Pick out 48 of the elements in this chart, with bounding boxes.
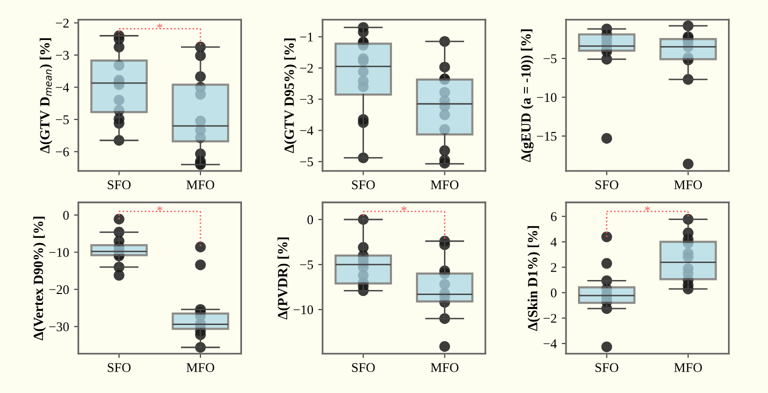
x-tick-label: MFO xyxy=(674,363,702,372)
annotation: * xyxy=(157,206,162,211)
y-tick-label: 4 xyxy=(550,238,557,246)
y-tick-label: −4 xyxy=(56,83,70,92)
x-tick-label: MFO xyxy=(430,363,458,372)
y-tick-label: 0 xyxy=(550,288,556,298)
y-axis-title: Δ(GTV D$_{mean}$) [%] xyxy=(40,38,52,154)
x-tick-label: SFO xyxy=(108,363,131,372)
y-tick-label: −3 xyxy=(56,50,69,60)
y-tick-label: −4 xyxy=(300,126,314,135)
annotation: * xyxy=(401,206,406,211)
annotation: * xyxy=(157,24,162,28)
y-tick-label: −5 xyxy=(56,115,69,124)
y-tick-label: 0 xyxy=(307,215,314,224)
y-tick-label: −6 xyxy=(56,147,69,156)
y-tick-label: 0 xyxy=(63,210,69,220)
x-tick-label: MFO xyxy=(186,363,214,372)
y-tick-label: −10 xyxy=(49,248,69,257)
y-tick-label: −1 xyxy=(300,32,313,42)
y-tick-label: −2 xyxy=(544,314,556,323)
x-tick-label: SFO xyxy=(596,180,618,190)
y-tick-label: −20 xyxy=(49,285,69,294)
y-axis-title: Δ(Vertex D90%) [%] xyxy=(33,216,46,340)
y-tick-label: −5 xyxy=(544,54,556,64)
y-tick-label: −15 xyxy=(537,132,556,141)
y-tick-label: −5 xyxy=(300,158,314,166)
y-axis-title: Δ(gEUD (a = -10)) [%] xyxy=(520,29,534,162)
x-tick-label: MFO xyxy=(674,180,702,190)
x-tick-label: MFO xyxy=(430,180,458,190)
y-tick-label: −10 xyxy=(294,305,314,314)
x-tick-label: SFO xyxy=(108,180,131,190)
y-tick-label: 6 xyxy=(550,212,557,222)
y-axis-title: Δ(Skin D1%) [%] xyxy=(528,226,540,331)
y-tick-label: −10 xyxy=(537,93,556,102)
x-tick-label: SFO xyxy=(352,363,375,372)
annotation: * xyxy=(644,206,650,211)
y-tick-label: −2 xyxy=(300,64,313,73)
x-tick-label: SFO xyxy=(596,363,618,372)
y-tick-label: −3 xyxy=(300,95,314,104)
y-tick-label: −5 xyxy=(300,260,314,270)
y-tick-label: −30 xyxy=(49,322,69,332)
y-tick-label: 2 xyxy=(550,263,556,272)
x-tick-label: SFO xyxy=(352,180,375,190)
y-tick-label: −2 xyxy=(56,18,69,28)
y-axis-title: Δ(PVDR) [%] xyxy=(278,238,290,320)
x-tick-label: MFO xyxy=(186,180,214,190)
y-tick-label: −4 xyxy=(544,339,557,348)
y-axis-title: Δ(GTV D95%) [%] xyxy=(284,38,297,153)
